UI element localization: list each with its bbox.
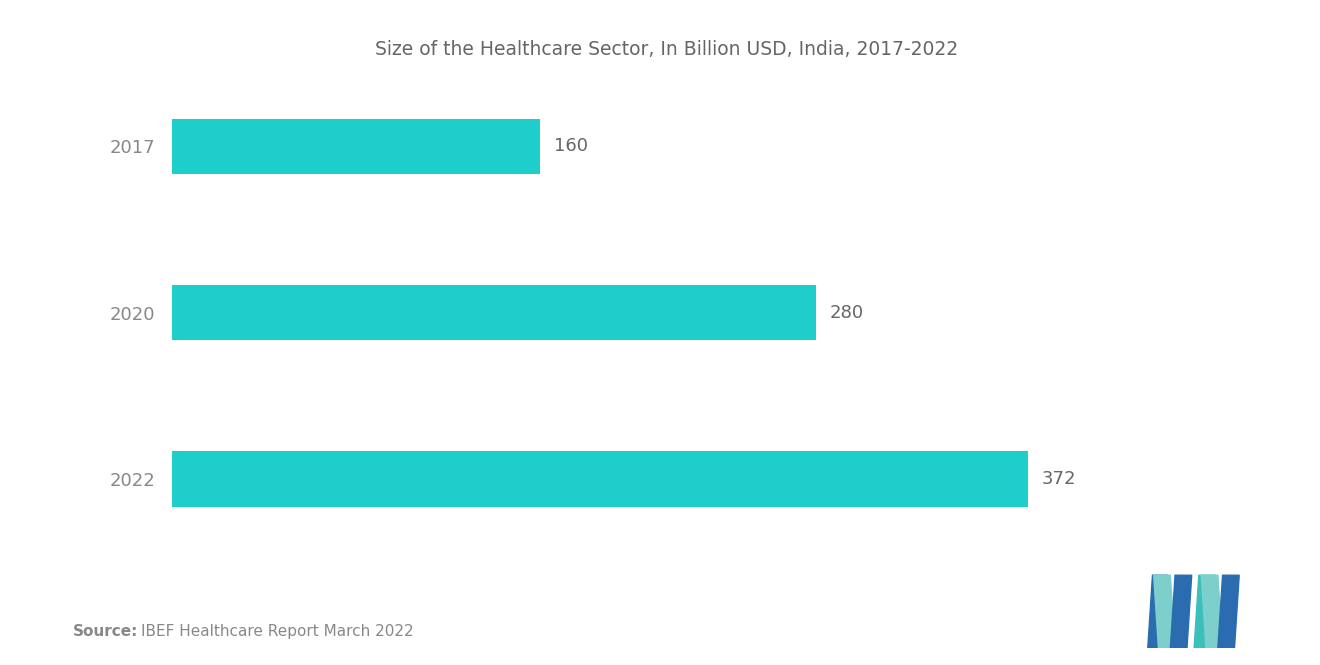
Bar — [172, 451, 1028, 507]
Polygon shape — [1218, 575, 1239, 648]
Text: IBEF Healthcare Report March 2022: IBEF Healthcare Report March 2022 — [141, 624, 414, 639]
Bar — [172, 285, 816, 340]
Polygon shape — [1171, 575, 1192, 648]
Polygon shape — [1148, 575, 1168, 648]
Text: Source:: Source: — [73, 624, 139, 639]
Polygon shape — [1195, 575, 1216, 648]
Text: 280: 280 — [830, 303, 865, 322]
Polygon shape — [1154, 575, 1175, 648]
Title: Size of the Healthcare Sector, In Billion USD, India, 2017-2022: Size of the Healthcare Sector, In Billio… — [375, 40, 958, 59]
Polygon shape — [1201, 575, 1222, 648]
Text: 372: 372 — [1041, 469, 1076, 488]
Text: 160: 160 — [554, 137, 587, 156]
Bar — [172, 118, 540, 174]
